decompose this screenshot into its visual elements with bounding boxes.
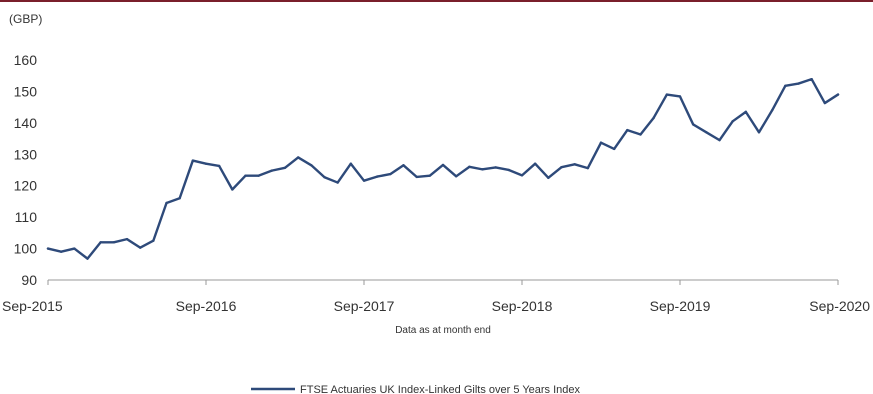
data-point <box>744 110 748 114</box>
data-point <box>336 181 339 184</box>
data-point <box>112 241 116 244</box>
data-point <box>415 175 418 179</box>
data-point <box>705 131 708 134</box>
data-point <box>217 164 221 168</box>
y-tick-label: 110 <box>15 209 38 225</box>
data-point <box>73 247 76 250</box>
x-tick-label: Sep-2017 <box>334 298 395 314</box>
data-point <box>757 131 761 134</box>
data-point <box>402 164 405 167</box>
data-point <box>533 162 537 165</box>
data-points <box>46 77 840 260</box>
y-unit-label: (GBP) <box>9 12 42 26</box>
data-point <box>59 250 63 253</box>
data-point <box>599 141 603 144</box>
data-point <box>639 133 642 136</box>
data-point <box>99 241 102 244</box>
y-tick-label: 120 <box>14 178 38 194</box>
data-point <box>389 172 392 176</box>
data-point <box>204 162 208 165</box>
data-point <box>612 147 616 151</box>
data-point <box>441 163 445 167</box>
data-point <box>678 95 682 98</box>
data-point <box>665 93 669 96</box>
series-line <box>46 77 840 260</box>
x-tick-label: Sep-2019 <box>650 298 711 314</box>
data-point <box>375 175 379 178</box>
top-rule <box>0 0 873 2</box>
data-point <box>428 174 432 177</box>
data-point <box>244 174 247 177</box>
data-point <box>784 84 787 87</box>
data-point <box>481 168 484 171</box>
data-point <box>362 179 366 182</box>
data-point <box>231 188 234 191</box>
data-point <box>718 138 721 142</box>
data-point <box>731 120 734 123</box>
data-point <box>494 166 497 169</box>
data-point <box>836 93 840 96</box>
data-point <box>86 257 89 260</box>
data-point <box>547 176 550 180</box>
data-point <box>520 174 524 177</box>
x-tick-label: Sep-2020 <box>809 298 870 314</box>
data-point <box>270 169 274 172</box>
data-point <box>152 239 155 242</box>
data-point <box>257 174 260 177</box>
data-point <box>323 176 326 179</box>
data-point <box>191 159 195 162</box>
x-tick-label: Sep-2016 <box>176 298 237 314</box>
x-tick-label: Sep-2018 <box>492 298 553 314</box>
data-point <box>573 163 576 166</box>
y-tick-label: 150 <box>14 83 38 99</box>
x-axis-note: Data as at month end <box>395 325 491 336</box>
data-point <box>652 116 655 120</box>
data-point <box>296 156 300 159</box>
data-point <box>138 246 142 249</box>
legend: FTSE Actuaries UK Index-Linked Gilts ove… <box>251 384 581 394</box>
data-point <box>626 128 629 132</box>
x-tick-label: Sep-2015 <box>2 298 63 314</box>
legend-label: FTSE Actuaries UK Index-Linked Gilts ove… <box>300 384 581 394</box>
data-point <box>165 201 168 205</box>
data-point <box>125 237 129 241</box>
y-tick-label: 100 <box>14 241 38 257</box>
y-tick-label: 90 <box>21 272 37 288</box>
y-tick-label: 130 <box>14 146 38 162</box>
data-point <box>454 175 458 178</box>
data-point <box>810 77 813 81</box>
data-point <box>560 165 563 169</box>
data-point <box>468 165 471 169</box>
data-point <box>178 197 181 200</box>
data-point <box>797 82 800 85</box>
x-axis-ticks: Sep-2015 Sep-2016 Sep-2017 Sep-2018 Sep-2019… <box>2 280 870 314</box>
data-point <box>691 123 695 126</box>
data-point <box>823 101 827 105</box>
y-tick-label: 140 <box>14 115 38 131</box>
data-point <box>283 166 287 169</box>
data-point <box>507 168 511 172</box>
data-point <box>586 166 590 170</box>
y-axis-ticks: 90 100 110 120 130 140 150 160 <box>14 52 38 288</box>
data-point <box>46 247 50 250</box>
data-point <box>770 109 774 112</box>
data-point <box>349 162 353 165</box>
data-point <box>310 164 313 167</box>
y-tick-label: 160 <box>14 52 38 68</box>
